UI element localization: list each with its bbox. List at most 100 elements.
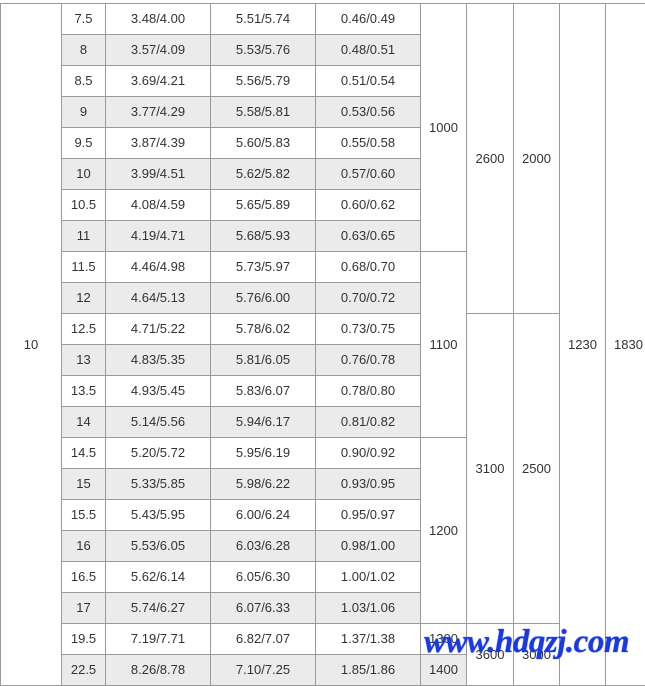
span-value-cell: 7.5 bbox=[62, 4, 106, 35]
measurement-cell: 6.05/6.30 bbox=[211, 562, 316, 593]
measurement-cell: 5.58/5.81 bbox=[211, 97, 316, 128]
measurement-cell: 5.83/6.07 bbox=[211, 376, 316, 407]
measurement-cell: 5.62/6.14 bbox=[106, 562, 211, 593]
merged-value-cell: 1400 bbox=[421, 655, 467, 686]
measurement-cell: 5.53/6.05 bbox=[106, 531, 211, 562]
measurement-cell: 5.95/6.19 bbox=[211, 438, 316, 469]
measurement-cell: 4.83/5.35 bbox=[106, 345, 211, 376]
measurement-cell: 6.00/6.24 bbox=[211, 500, 316, 531]
measurement-cell: 6.07/6.33 bbox=[211, 593, 316, 624]
measurement-cell: 0.60/0.62 bbox=[316, 190, 421, 221]
measurement-cell: 5.76/6.00 bbox=[211, 283, 316, 314]
span-value-cell: 11 bbox=[62, 221, 106, 252]
span-value-cell: 15.5 bbox=[62, 500, 106, 531]
measurement-cell: 5.74/6.27 bbox=[106, 593, 211, 624]
measurement-cell: 7.10/7.25 bbox=[211, 655, 316, 686]
measurement-cell: 0.81/0.82 bbox=[316, 407, 421, 438]
measurement-cell: 0.55/0.58 bbox=[316, 128, 421, 159]
merged-value-cell: 1300 bbox=[421, 624, 467, 655]
span-value-cell: 9.5 bbox=[62, 128, 106, 159]
measurement-cell: 0.70/0.72 bbox=[316, 283, 421, 314]
merged-value-cell: 3100 bbox=[467, 314, 514, 624]
measurement-cell: 5.68/5.93 bbox=[211, 221, 316, 252]
span-value-cell: 9 bbox=[62, 97, 106, 128]
measurement-cell: 1.37/1.38 bbox=[316, 624, 421, 655]
measurement-cell: 0.68/0.70 bbox=[316, 252, 421, 283]
measurement-cell: 3.87/4.39 bbox=[106, 128, 211, 159]
span-value-cell: 19.5 bbox=[62, 624, 106, 655]
span-value-cell: 14 bbox=[62, 407, 106, 438]
measurement-cell: 1.03/1.06 bbox=[316, 593, 421, 624]
group-label-cell: 10 bbox=[1, 4, 62, 686]
measurement-cell: 5.51/5.74 bbox=[211, 4, 316, 35]
measurement-cell: 0.57/0.60 bbox=[316, 159, 421, 190]
span-value-cell: 13.5 bbox=[62, 376, 106, 407]
span-value-cell: 14.5 bbox=[62, 438, 106, 469]
span-value-cell: 13 bbox=[62, 345, 106, 376]
measurement-cell: 0.78/0.80 bbox=[316, 376, 421, 407]
span-value-cell: 12 bbox=[62, 283, 106, 314]
measurement-cell: 0.73/0.75 bbox=[316, 314, 421, 345]
measurement-cell: 0.51/0.54 bbox=[316, 66, 421, 97]
measurement-cell: 3.57/4.09 bbox=[106, 35, 211, 66]
measurement-cell: 5.33/5.85 bbox=[106, 469, 211, 500]
merged-value-cell: 1230 bbox=[560, 4, 606, 686]
measurement-cell: 0.98/1.00 bbox=[316, 531, 421, 562]
measurement-cell: 5.94/6.17 bbox=[211, 407, 316, 438]
span-value-cell: 8.5 bbox=[62, 66, 106, 97]
measurement-cell: 5.65/5.89 bbox=[211, 190, 316, 221]
measurement-cell: 7.19/7.71 bbox=[106, 624, 211, 655]
merged-value-cell: 3000 bbox=[514, 624, 560, 686]
merged-value-cell: 1830 bbox=[606, 4, 645, 686]
measurement-cell: 5.81/6.05 bbox=[211, 345, 316, 376]
measurement-cell: 1.85/1.86 bbox=[316, 655, 421, 686]
span-value-cell: 8 bbox=[62, 35, 106, 66]
span-value-cell: 10 bbox=[62, 159, 106, 190]
span-value-cell: 12.5 bbox=[62, 314, 106, 345]
measurement-cell: 5.98/6.22 bbox=[211, 469, 316, 500]
measurement-cell: 0.95/0.97 bbox=[316, 500, 421, 531]
measurement-cell: 5.56/5.79 bbox=[211, 66, 316, 97]
measurement-cell: 3.69/4.21 bbox=[106, 66, 211, 97]
measurement-cell: 3.48/4.00 bbox=[106, 4, 211, 35]
merged-value-cell: 2000 bbox=[514, 4, 560, 314]
span-value-cell: 16.5 bbox=[62, 562, 106, 593]
span-value-cell: 15 bbox=[62, 469, 106, 500]
measurement-cell: 5.62/5.82 bbox=[211, 159, 316, 190]
span-value-cell: 10.5 bbox=[62, 190, 106, 221]
measurement-cell: 5.60/5.83 bbox=[211, 128, 316, 159]
measurement-cell: 0.63/0.65 bbox=[316, 221, 421, 252]
measurement-cell: 4.71/5.22 bbox=[106, 314, 211, 345]
measurement-cell: 0.76/0.78 bbox=[316, 345, 421, 376]
merged-value-cell: 1100 bbox=[421, 252, 467, 438]
measurement-cell: 1.00/1.02 bbox=[316, 562, 421, 593]
measurement-cell: 0.93/0.95 bbox=[316, 469, 421, 500]
measurement-cell: 8.26/8.78 bbox=[106, 655, 211, 686]
measurement-cell: 6.03/6.28 bbox=[211, 531, 316, 562]
span-value-cell: 22.5 bbox=[62, 655, 106, 686]
measurement-cell: 5.73/5.97 bbox=[211, 252, 316, 283]
measurement-cell: 4.46/4.98 bbox=[106, 252, 211, 283]
span-value-cell: 17 bbox=[62, 593, 106, 624]
span-value-cell: 16 bbox=[62, 531, 106, 562]
merged-value-cell: 2600 bbox=[467, 4, 514, 314]
merged-value-cell: 1000 bbox=[421, 4, 467, 252]
measurement-cell: 0.48/0.51 bbox=[316, 35, 421, 66]
measurement-cell: 6.82/7.07 bbox=[211, 624, 316, 655]
measurement-cell: 5.53/5.76 bbox=[211, 35, 316, 66]
measurement-cell: 3.99/4.51 bbox=[106, 159, 211, 190]
measurement-cell: 0.53/0.56 bbox=[316, 97, 421, 128]
merged-value-cell: 1200 bbox=[421, 438, 467, 624]
measurement-cell: 4.93/5.45 bbox=[106, 376, 211, 407]
measurement-cell: 5.14/5.56 bbox=[106, 407, 211, 438]
merged-value-cell: 3600 bbox=[467, 624, 514, 686]
measurement-cell: 4.64/5.13 bbox=[106, 283, 211, 314]
merged-value-cell: 2500 bbox=[514, 314, 560, 624]
measurement-cell: 4.19/4.71 bbox=[106, 221, 211, 252]
span-value-cell: 11.5 bbox=[62, 252, 106, 283]
